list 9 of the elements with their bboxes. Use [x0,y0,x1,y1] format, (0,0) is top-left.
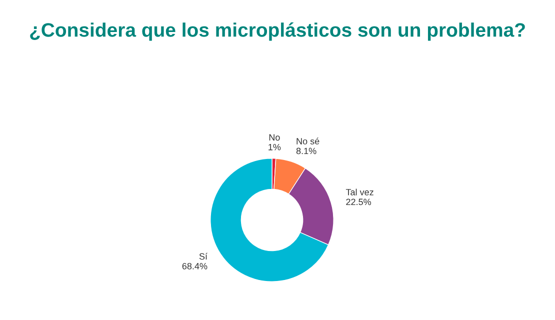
data-label: 22.5% [346,198,372,206]
data-label: 1% [268,144,281,150]
data-label: 8.1% [296,148,316,154]
slice-label: Sí [199,252,208,260]
slice-label: No [269,134,280,141]
slice-label: Tal vez [346,188,374,196]
slice-label: No sé [296,138,320,144]
data-label: 68.4% [182,262,208,270]
chart-title: ¿Considera que los microplásticos son un problema? [30,22,525,41]
